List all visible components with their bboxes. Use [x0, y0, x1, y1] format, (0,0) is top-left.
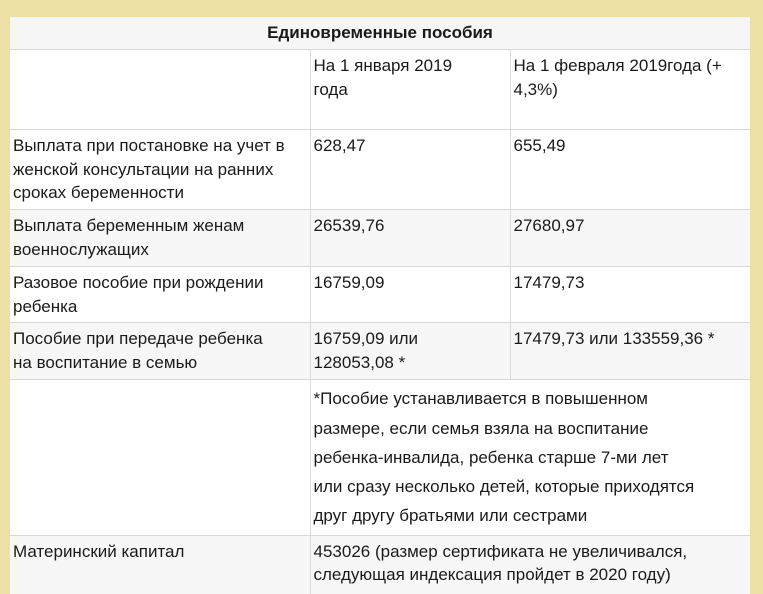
header-feb-cell: На 1 февраля 2019года (+ 4,3%) [509, 48, 751, 130]
benefits-table: Единовременные пособия На 1 января 2019 … [10, 17, 751, 594]
value-feb-cell: 27680,97 [509, 209, 751, 267]
row-label-cell: Материнский капитал [10, 534, 311, 594]
header-jan-cell: На 1 января 2019 года [309, 48, 511, 130]
row-label-cell: Пособие при передаче ребенка на воспитан… [10, 322, 311, 381]
header-label-cell [10, 48, 311, 130]
value-jan-cell: 16759,09 [309, 265, 511, 324]
row-label-cell: Разовое пособие при рождении ребенка [10, 265, 311, 324]
row-label-cell: Выплата при постановке на учет в женской… [10, 128, 311, 211]
table-row: Выплата беременным женам военнослужащих … [10, 209, 751, 267]
table-row: Разовое пособие при рождении ребенка 167… [10, 265, 751, 324]
table-row: Выплата при постановке на учет в женской… [10, 128, 751, 211]
capital-value-cell: 453026 (размер сертификата не увеличивал… [309, 534, 751, 594]
value-feb-cell: 17479,73 [509, 265, 751, 324]
table-row: Материнский капитал 453026 (размер серти… [10, 534, 751, 594]
footnote-row: *Пособие устанавливается в повышенном ра… [10, 379, 751, 536]
footnote-cell: *Пособие устанавливается в повышенном ра… [309, 379, 751, 536]
value-feb-cell: 655,49 [509, 128, 751, 211]
value-feb-cell: 17479,73 или 133559,36 * [509, 322, 751, 381]
value-jan-cell: 26539,76 [309, 209, 511, 267]
value-jan-cell: 16759,09 или 128053,08 * [309, 322, 511, 381]
row-label-cell [10, 379, 311, 536]
row-label-cell: Выплата беременным женам военнослужащих [10, 209, 311, 267]
table-row: Пособие при передаче ребенка на воспитан… [10, 322, 751, 381]
table-header-row: На 1 января 2019 года На 1 февраля 2019г… [10, 48, 751, 130]
value-jan-cell: 628,47 [309, 128, 511, 211]
table-title-row: Единовременные пособия [10, 17, 751, 50]
table-title: Единовременные пособия [10, 17, 751, 50]
